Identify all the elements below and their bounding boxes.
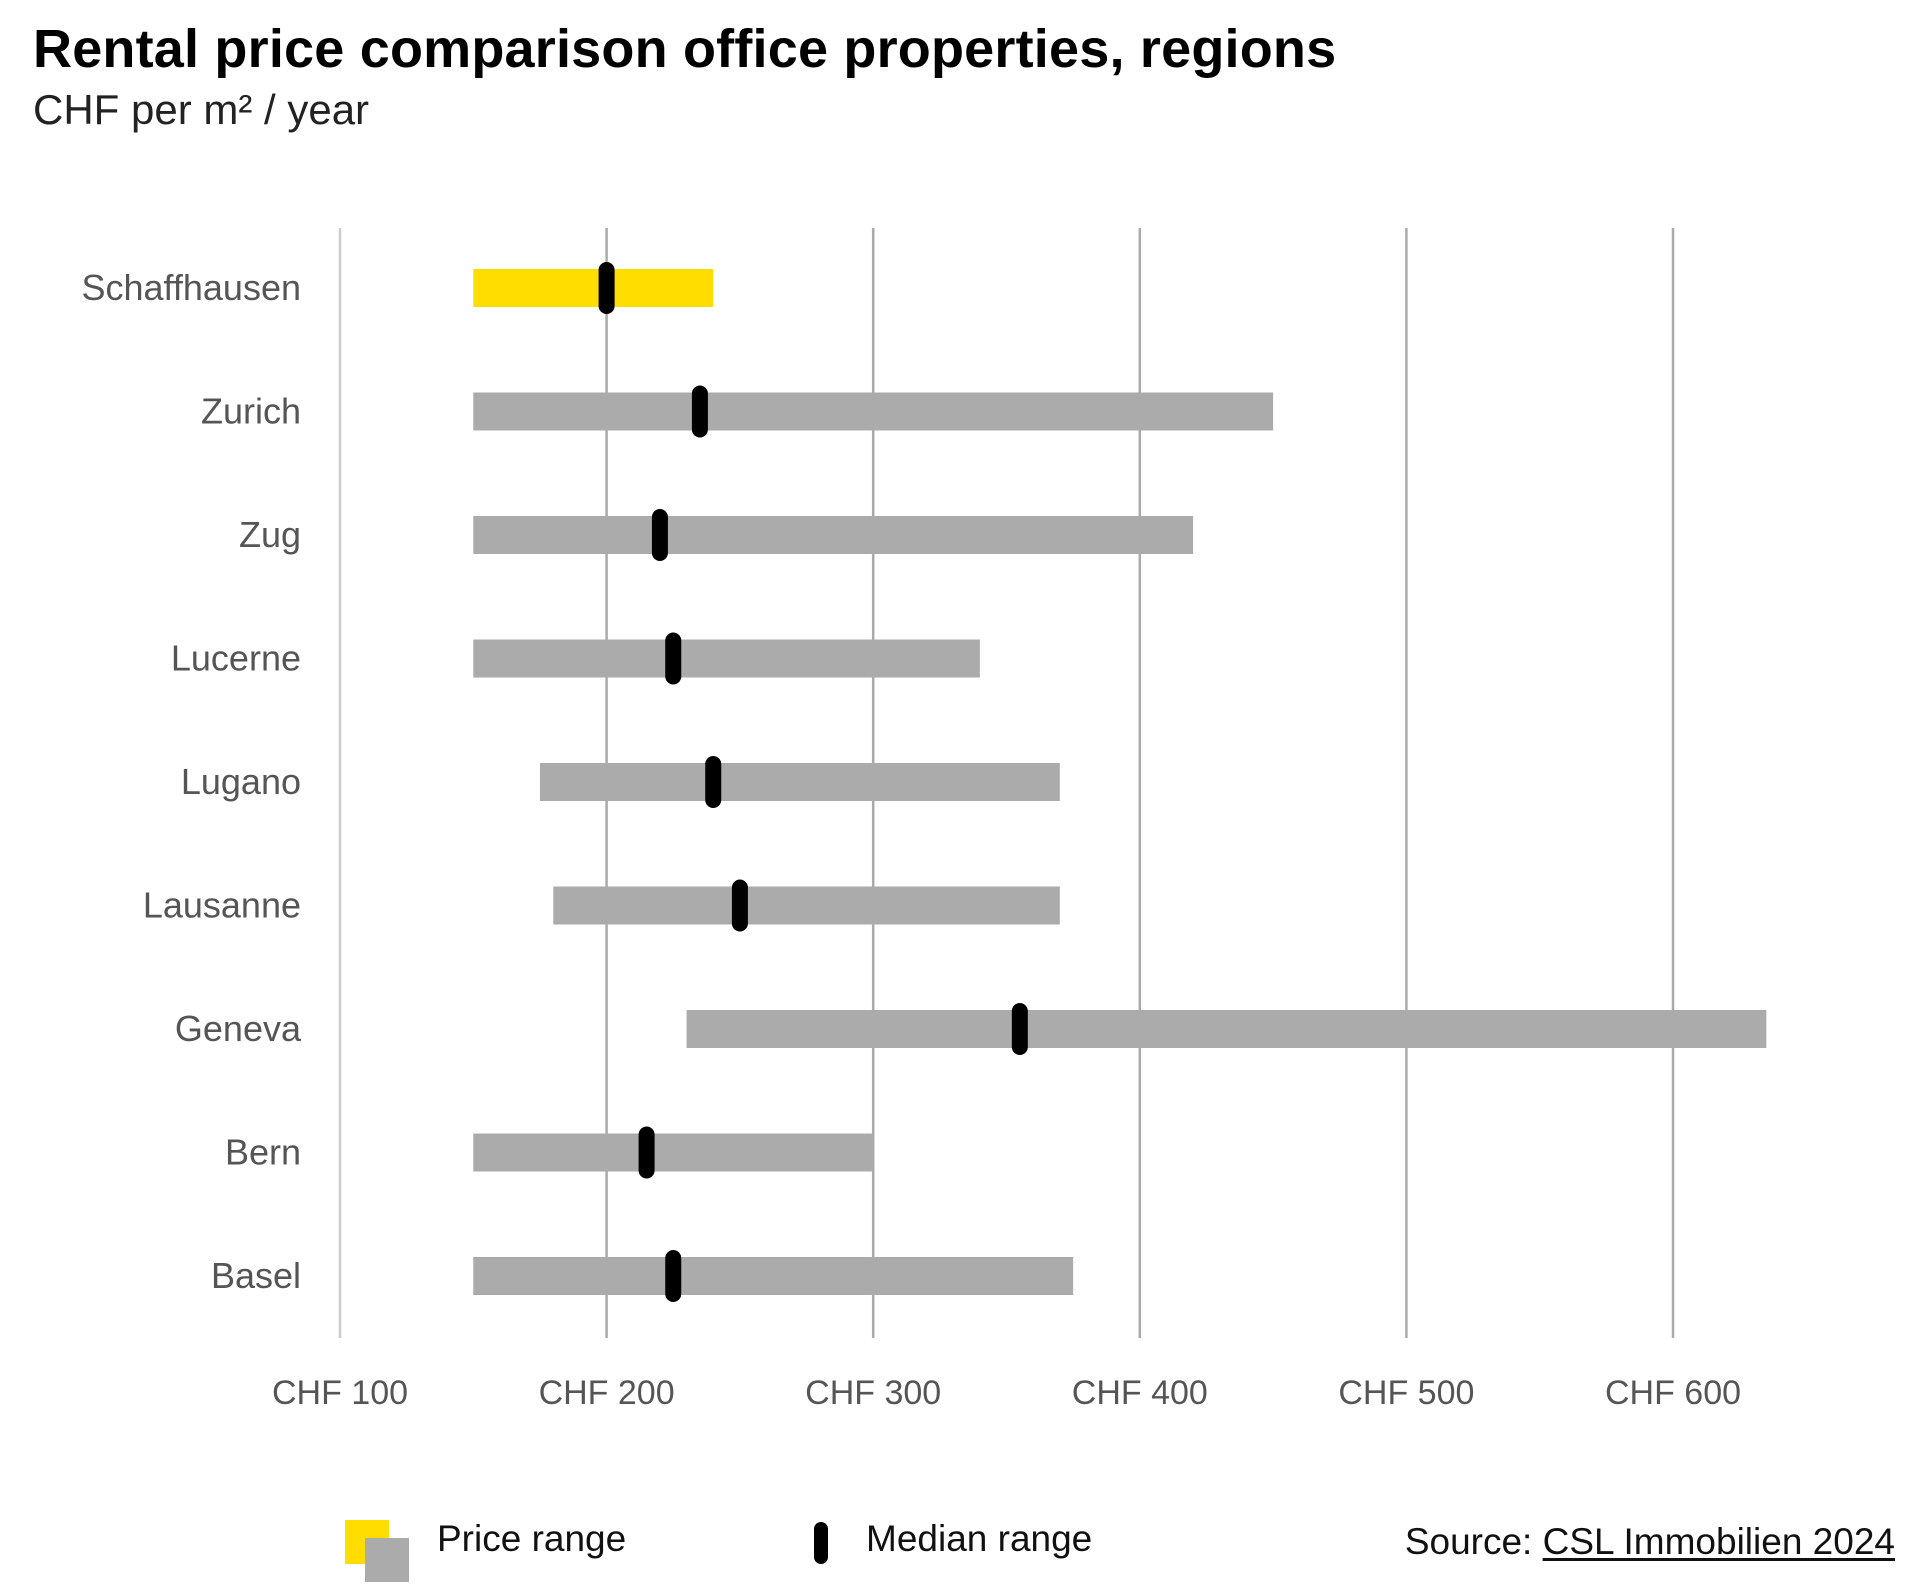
legend: Price range Median range (0, 1500, 1917, 1582)
chart-title: Rental price comparison office propertie… (33, 19, 1337, 79)
legend-price-label: Price range (437, 1518, 627, 1559)
category-label: Zug (239, 514, 301, 555)
x-tick-label: CHF 200 (539, 1374, 675, 1412)
category-label: Lucerne (171, 638, 301, 679)
range-chart: Schaffhausen Zurich Zug Lucerne Lugano Lausan… (81, 228, 1767, 1412)
category-label: Lausanne (143, 885, 301, 926)
x-tick-label: CHF 600 (1605, 1374, 1741, 1412)
legend-price-swatch (365, 1538, 409, 1582)
x-tick-label: CHF 100 (272, 1374, 408, 1412)
range-bar-zurich (473, 392, 1274, 431)
category-labels: Schaffhausen Zurich Zug Lucerne Lugano Lausan… (81, 267, 301, 1296)
chart-subtitle: CHF per m² / year (33, 86, 370, 133)
x-tick-label: CHF 300 (805, 1374, 941, 1412)
legend-median-swatch (814, 1522, 828, 1564)
category-label: Lugano (181, 761, 301, 802)
range-bar-geneva (686, 1010, 1767, 1048)
range-bar-bern (473, 1133, 874, 1172)
median-marker-geneva (1011, 1003, 1028, 1055)
category-label: Zurich (201, 391, 301, 432)
median-markers (598, 262, 1028, 1302)
category-label: Schaffhausen (81, 267, 301, 308)
median-marker-zug (651, 509, 668, 561)
median-marker-lucerne (665, 632, 682, 685)
median-marker-bern (638, 1126, 655, 1179)
median-marker-lausanne (731, 879, 748, 932)
range-bar-schaffhausen (473, 269, 714, 307)
median-marker-zurich (691, 385, 708, 438)
x-tick-label: CHF 500 (1338, 1374, 1474, 1412)
source-link[interactable]: CSL Immobilien 2024 (1542, 1521, 1895, 1562)
median-marker-basel (665, 1250, 682, 1302)
median-marker-schaffhausen (598, 262, 615, 314)
median-marker-lugano (705, 756, 722, 808)
category-label: Bern (225, 1132, 301, 1173)
range-bar-lugano (539, 763, 1060, 801)
x-tick-labels: CHF 100 CHF 200 CHF 300 CHF 400 CHF 500 CHF 6… (272, 1374, 1741, 1412)
range-bar-basel (473, 1257, 1074, 1295)
legend-median-label: Median range (866, 1518, 1093, 1559)
source-prefix: Source: (1404, 1521, 1533, 1562)
range-bar-zug (473, 516, 1194, 554)
source-note: Source: CSL Immobilien 2024 (1405, 1521, 1895, 1563)
range-bar-lausanne (553, 886, 1060, 925)
category-label: Basel (211, 1255, 301, 1296)
range-bars (473, 269, 1767, 1295)
x-tick-label: CHF 400 (1072, 1374, 1208, 1412)
range-bar-lucerne (473, 639, 980, 678)
category-label: Geneva (175, 1008, 302, 1049)
